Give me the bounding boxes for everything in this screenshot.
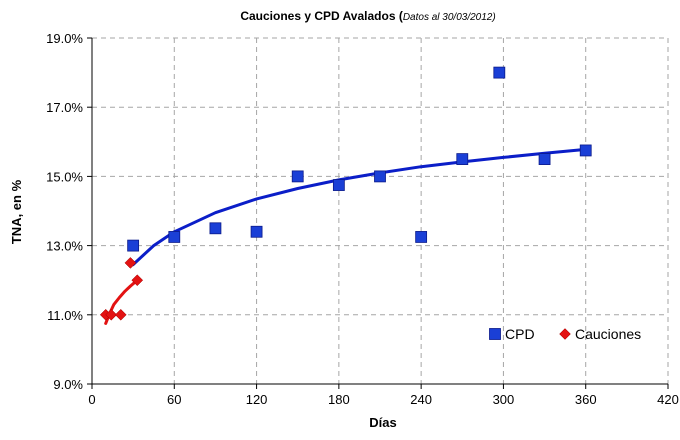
cpd-legend-label: CPD	[505, 326, 535, 342]
cpd-point	[374, 170, 386, 183]
x-tick-label: 120	[246, 392, 268, 407]
x-tick-label: 240	[410, 392, 432, 407]
cpd-point	[493, 66, 506, 79]
cpd-point	[415, 231, 428, 243]
cauciones-point	[124, 257, 137, 269]
x-tick-label: 0	[88, 392, 95, 407]
cpd-point	[291, 170, 304, 183]
legend: CPD Cauciones	[489, 326, 641, 342]
cpd-point	[250, 225, 263, 238]
cpd-point	[332, 179, 345, 191]
chart-title-main: Cauciones y CPD Avalados (	[240, 9, 403, 23]
cpd-point	[538, 153, 551, 166]
x-tick-label: 180	[328, 392, 350, 407]
chart-title-note: Datos al 30/03/2012)	[403, 12, 496, 23]
x-tick-label: 300	[493, 392, 515, 407]
cpd-point	[579, 144, 592, 157]
cpd-legend-marker	[489, 328, 501, 340]
cpd-point	[127, 239, 140, 252]
cpd-point	[168, 231, 181, 243]
cauciones-legend-marker	[559, 328, 571, 340]
y-tick-label: 9.0%	[53, 377, 83, 392]
cpd-trendline	[131, 147, 588, 267]
cpd-point	[209, 222, 222, 235]
x-tick-label: 420	[657, 392, 679, 407]
y-tick-label: 15.0%	[46, 169, 83, 184]
y-axis-title: TNA, en %	[9, 179, 24, 244]
x-axis-title: Días	[369, 415, 396, 430]
y-tick-label: 19.0%	[46, 31, 83, 46]
cpd-point	[456, 153, 469, 166]
chart-title: Cauciones y CPD Avalados (Datos al 30/03…	[240, 9, 495, 23]
axis-layer: 0 60 120 180 240 300 360 420 9.0% 11.0% 13.0% 15.0%…	[46, 31, 679, 407]
cauciones-point	[131, 274, 144, 287]
x-tick-label: 60	[167, 392, 181, 407]
y-tick-label: 11.0%	[47, 308, 83, 323]
cauciones-legend-label: Cauciones	[575, 326, 641, 342]
y-tick-label: 17.0%	[46, 100, 83, 115]
cauciones-point	[105, 308, 118, 321]
y-tick-label: 13.0%	[46, 239, 83, 254]
cauciones-point	[114, 308, 127, 321]
marker-layer	[99, 66, 592, 321]
x-tick-label: 360	[575, 392, 597, 407]
